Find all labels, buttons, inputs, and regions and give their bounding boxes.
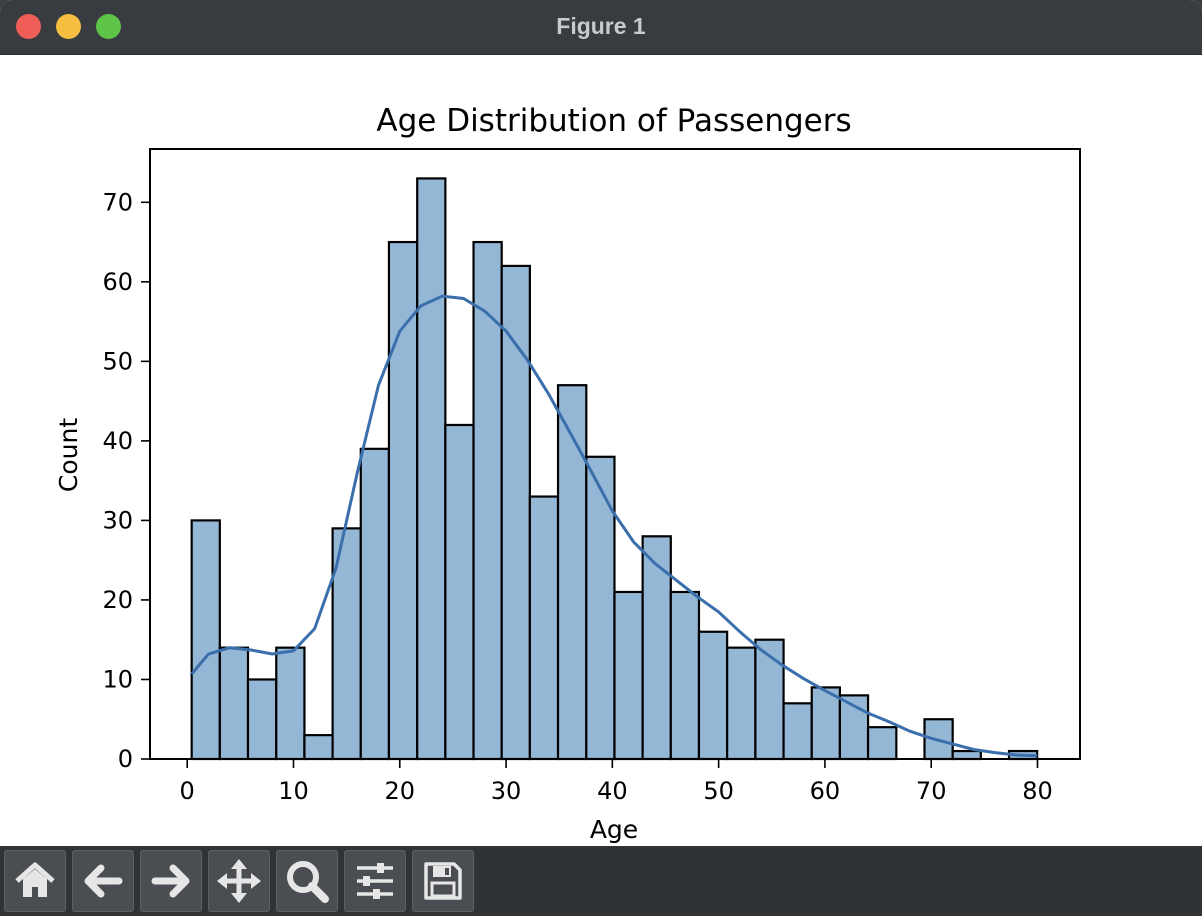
- save-button[interactable]: [412, 850, 474, 912]
- zoom-window-button[interactable]: [96, 14, 121, 39]
- histogram-bar: [697, 630, 729, 761]
- histogram-bar: [951, 749, 982, 761]
- histogram-bar: [472, 240, 503, 761]
- histogram-chart: Age Distribution of Passengers 0 10 20 30 40…: [54, 103, 1081, 844]
- home-button[interactable]: [4, 850, 66, 912]
- x-tick-label: 50: [703, 777, 734, 805]
- pan-button[interactable]: [208, 850, 270, 912]
- window-title: Figure 1: [556, 13, 646, 39]
- histogram-bar: [444, 423, 475, 761]
- x-tick-label: 30: [491, 777, 522, 805]
- save-icon: [424, 862, 462, 900]
- configure-subplots-button[interactable]: [344, 850, 406, 912]
- histogram-bar: [613, 590, 644, 761]
- navigation-toolbar: [0, 846, 1202, 916]
- x-tick-label: 10: [278, 777, 309, 805]
- histogram-bar: [556, 384, 588, 761]
- histogram-bar: [810, 686, 842, 761]
- forward-arrow-icon: [151, 864, 190, 898]
- figure-canvas[interactable]: Age Distribution of Passengers 0 10 20 30 40…: [0, 55, 1202, 846]
- histogram-bar: [359, 447, 391, 761]
- minimize-window-button[interactable]: [56, 14, 81, 39]
- home-icon: [15, 862, 55, 897]
- histogram-bar: [246, 678, 278, 761]
- back-arrow-icon: [84, 864, 123, 898]
- x-tick-label: 80: [1022, 777, 1053, 805]
- histogram-bar: [303, 734, 334, 761]
- histogram-bar: [387, 240, 419, 761]
- pan-icon: [217, 859, 261, 903]
- histogram-bar: [669, 590, 701, 761]
- histogram-bar: [782, 702, 813, 761]
- x-tick-label: 20: [384, 777, 415, 805]
- histogram-bar: [275, 646, 306, 761]
- y-tick-label: 30: [102, 506, 133, 534]
- title-bar[interactable]: Figure 1: [0, 0, 1202, 55]
- x-tick-label: 0: [180, 777, 195, 805]
- y-axis-label: Count: [54, 418, 83, 492]
- y-tick-label: 60: [102, 268, 133, 296]
- y-tick-label: 70: [102, 188, 133, 216]
- y-tick-label: 20: [102, 586, 133, 614]
- histogram-bar: [866, 726, 898, 761]
- x-tick-label: 60: [810, 777, 841, 805]
- histogram-bar: [218, 646, 250, 761]
- y-axis-ticks: 0 10 20 30 40 50 60 70: [102, 188, 150, 773]
- configure-subplots-icon: [357, 863, 393, 899]
- x-axis-label: Age: [590, 815, 638, 844]
- histogram-bars: [190, 177, 1039, 761]
- kde-curve: [190, 294, 1038, 758]
- chart-title: Age Distribution of Passengers: [376, 103, 851, 139]
- forward-button[interactable]: [140, 850, 202, 912]
- histogram-bar: [585, 455, 616, 761]
- zoom-icon: [287, 861, 329, 903]
- histogram-bar: [528, 495, 560, 761]
- plot-frame: [149, 148, 1081, 760]
- zoom-button[interactable]: [276, 850, 338, 912]
- histogram-bar: [500, 264, 531, 761]
- histogram-bar: [190, 519, 221, 761]
- histogram-bar: [726, 646, 757, 761]
- y-tick-label: 10: [102, 665, 133, 693]
- histogram-bar: [416, 177, 447, 761]
- back-button[interactable]: [72, 850, 134, 912]
- x-axis-ticks: 0 10 20 30 40 50 60 70 80: [180, 759, 1053, 805]
- close-window-button[interactable]: [16, 14, 41, 39]
- y-tick-label: 0: [118, 745, 133, 773]
- y-tick-label: 50: [102, 347, 133, 375]
- x-tick-label: 40: [597, 777, 628, 805]
- histogram-bar: [641, 535, 672, 761]
- x-tick-label: 70: [916, 777, 947, 805]
- y-tick-label: 40: [102, 427, 133, 455]
